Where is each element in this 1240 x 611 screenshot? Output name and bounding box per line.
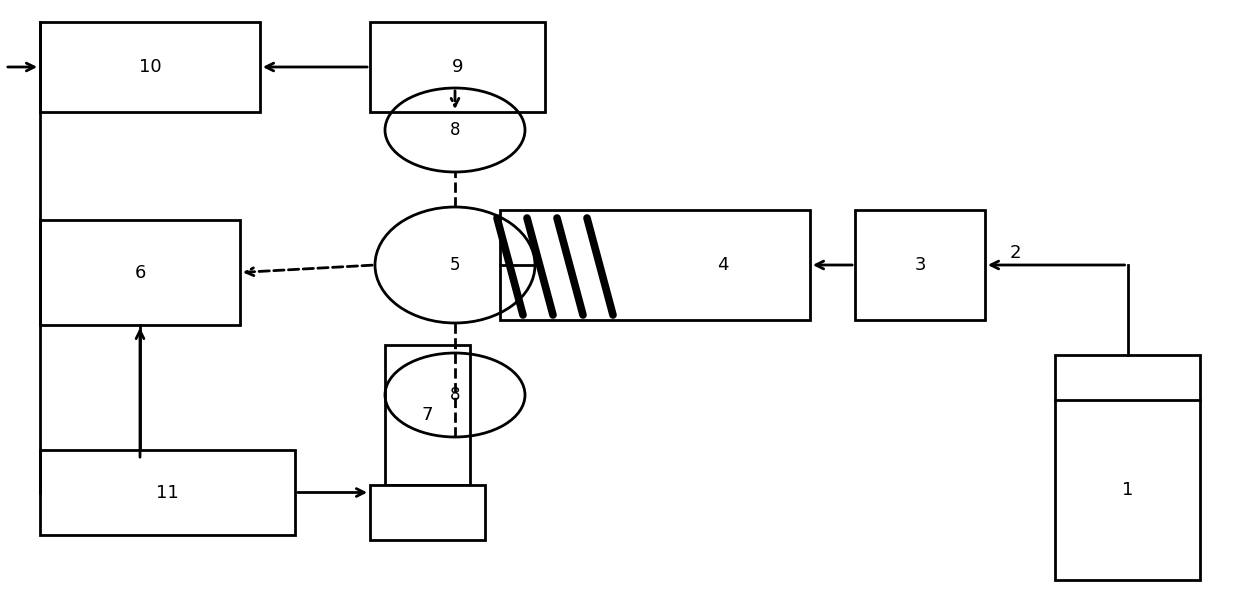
Text: 9: 9 [451,58,464,76]
Bar [370,485,485,540]
Bar [856,210,985,320]
Text: 2: 2 [1011,244,1022,262]
Bar [384,345,470,485]
Text: 3: 3 [914,256,926,274]
Text: 8: 8 [450,121,460,139]
Bar [40,450,295,535]
Bar [40,22,260,112]
Text: 6: 6 [134,263,145,282]
Text: 10: 10 [139,58,161,76]
Text: 11: 11 [156,483,179,502]
Text: 7: 7 [422,406,433,424]
Bar [40,220,241,325]
Text: 1: 1 [1122,481,1133,499]
Text: 4: 4 [718,256,729,274]
Bar [1055,355,1200,580]
Bar [370,22,546,112]
Text: 8: 8 [450,386,460,404]
Bar [500,210,810,320]
Text: 5: 5 [450,256,460,274]
